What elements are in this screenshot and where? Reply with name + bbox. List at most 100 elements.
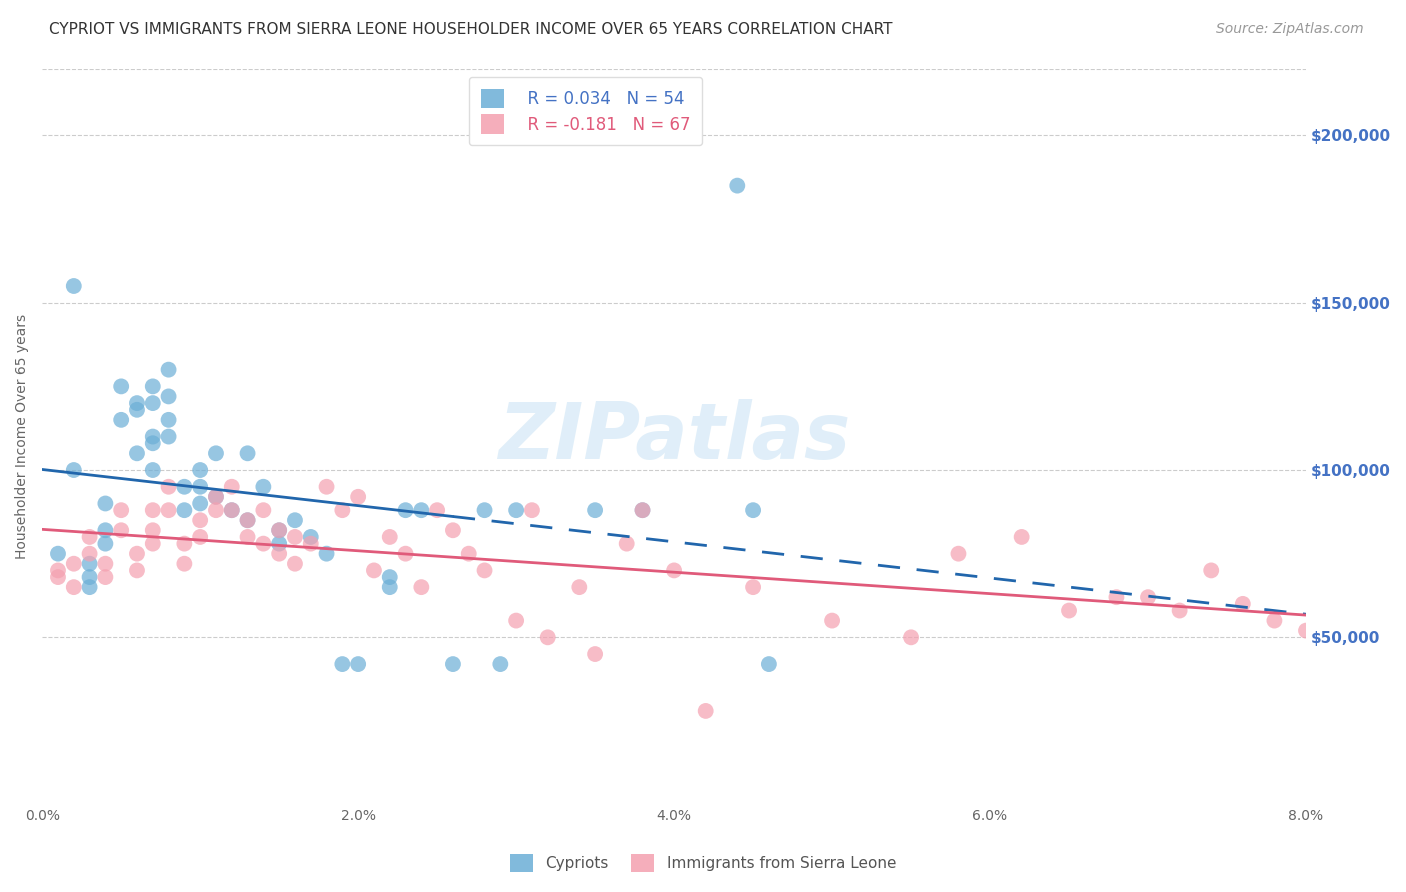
Point — [725, 178, 748, 193]
Point — [79, 557, 101, 571]
Point — [236, 513, 259, 527]
Point — [252, 536, 274, 550]
Point — [441, 523, 464, 537]
Point — [142, 503, 165, 517]
Point — [252, 503, 274, 517]
Point — [363, 563, 385, 577]
Point — [188, 513, 211, 527]
Point — [269, 523, 291, 537]
Point — [284, 513, 307, 527]
Point — [1137, 590, 1160, 604]
Point — [474, 563, 496, 577]
Point — [62, 557, 84, 571]
Point — [1199, 563, 1222, 577]
Point — [157, 429, 180, 443]
Point — [221, 503, 243, 517]
Point — [142, 536, 165, 550]
Point — [205, 490, 228, 504]
Point — [378, 570, 401, 584]
Point — [378, 530, 401, 544]
Point — [347, 490, 370, 504]
Point — [94, 557, 117, 571]
Point — [125, 547, 148, 561]
Point — [631, 503, 654, 517]
Point — [94, 536, 117, 550]
Point — [583, 647, 606, 661]
Point — [1263, 614, 1285, 628]
Point — [411, 503, 433, 517]
Point — [142, 436, 165, 450]
Point — [157, 503, 180, 517]
Point — [821, 614, 844, 628]
Point — [142, 463, 165, 477]
Point — [79, 547, 101, 561]
Point — [173, 536, 195, 550]
Point — [173, 503, 195, 517]
Point — [284, 557, 307, 571]
Point — [252, 480, 274, 494]
Point — [631, 503, 654, 517]
Point — [758, 657, 780, 671]
Point — [505, 503, 527, 517]
Point — [900, 630, 922, 644]
Point — [1232, 597, 1254, 611]
Point — [188, 496, 211, 510]
Point — [110, 523, 132, 537]
Point — [378, 580, 401, 594]
Point — [505, 614, 527, 628]
Point — [62, 463, 84, 477]
Point — [489, 657, 512, 671]
Point — [315, 480, 337, 494]
Point — [236, 446, 259, 460]
Point — [520, 503, 543, 517]
Point — [94, 496, 117, 510]
Point — [142, 396, 165, 410]
Point — [142, 379, 165, 393]
Point — [330, 503, 353, 517]
Point — [157, 413, 180, 427]
Text: Source: ZipAtlas.com: Source: ZipAtlas.com — [1216, 22, 1364, 37]
Point — [125, 402, 148, 417]
Point — [426, 503, 449, 517]
Y-axis label: Householder Income Over 65 years: Householder Income Over 65 years — [15, 314, 30, 559]
Point — [269, 547, 291, 561]
Point — [616, 536, 638, 550]
Point — [79, 580, 101, 594]
Point — [79, 570, 101, 584]
Point — [157, 480, 180, 494]
Point — [188, 530, 211, 544]
Point — [568, 580, 591, 594]
Point — [662, 563, 685, 577]
Point — [299, 530, 322, 544]
Point — [94, 523, 117, 537]
Point — [205, 490, 228, 504]
Point — [347, 657, 370, 671]
Point — [411, 580, 433, 594]
Point — [1057, 603, 1080, 617]
Point — [125, 446, 148, 460]
Point — [474, 503, 496, 517]
Point — [142, 523, 165, 537]
Point — [157, 389, 180, 403]
Legend: Cypriots, Immigrants from Sierra Leone: Cypriots, Immigrants from Sierra Leone — [502, 846, 904, 880]
Point — [330, 657, 353, 671]
Point — [79, 530, 101, 544]
Point — [125, 563, 148, 577]
Point — [46, 547, 69, 561]
Point — [394, 503, 416, 517]
Point — [695, 704, 717, 718]
Point — [157, 362, 180, 376]
Legend:   R = 0.034   N = 54,   R = -0.181   N = 67: R = 0.034 N = 54, R = -0.181 N = 67 — [468, 77, 703, 145]
Point — [537, 630, 560, 644]
Point — [221, 480, 243, 494]
Point — [269, 523, 291, 537]
Point — [110, 503, 132, 517]
Point — [269, 536, 291, 550]
Point — [236, 513, 259, 527]
Point — [1105, 590, 1128, 604]
Point — [205, 503, 228, 517]
Point — [62, 580, 84, 594]
Point — [583, 503, 606, 517]
Point — [110, 379, 132, 393]
Point — [441, 657, 464, 671]
